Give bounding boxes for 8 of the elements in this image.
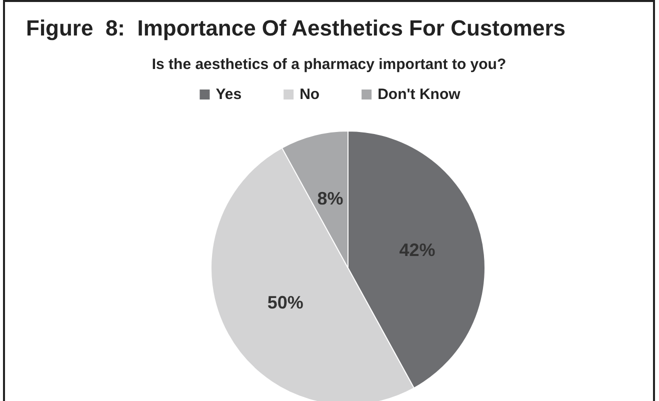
chart-title: Figure 8: Importance Of Aesthetics For Customers — [26, 16, 566, 40]
data-label: 42% — [399, 240, 436, 260]
data-label: 50% — [267, 292, 304, 312]
legend-label: Yes — [216, 86, 242, 103]
data-label: 8% — [317, 188, 344, 209]
chart-subtitle: Is the aesthetics of a pharmacy important to you? — [152, 56, 506, 73]
legend-label: Don't Know — [378, 86, 461, 103]
legend-label: No — [300, 86, 320, 103]
